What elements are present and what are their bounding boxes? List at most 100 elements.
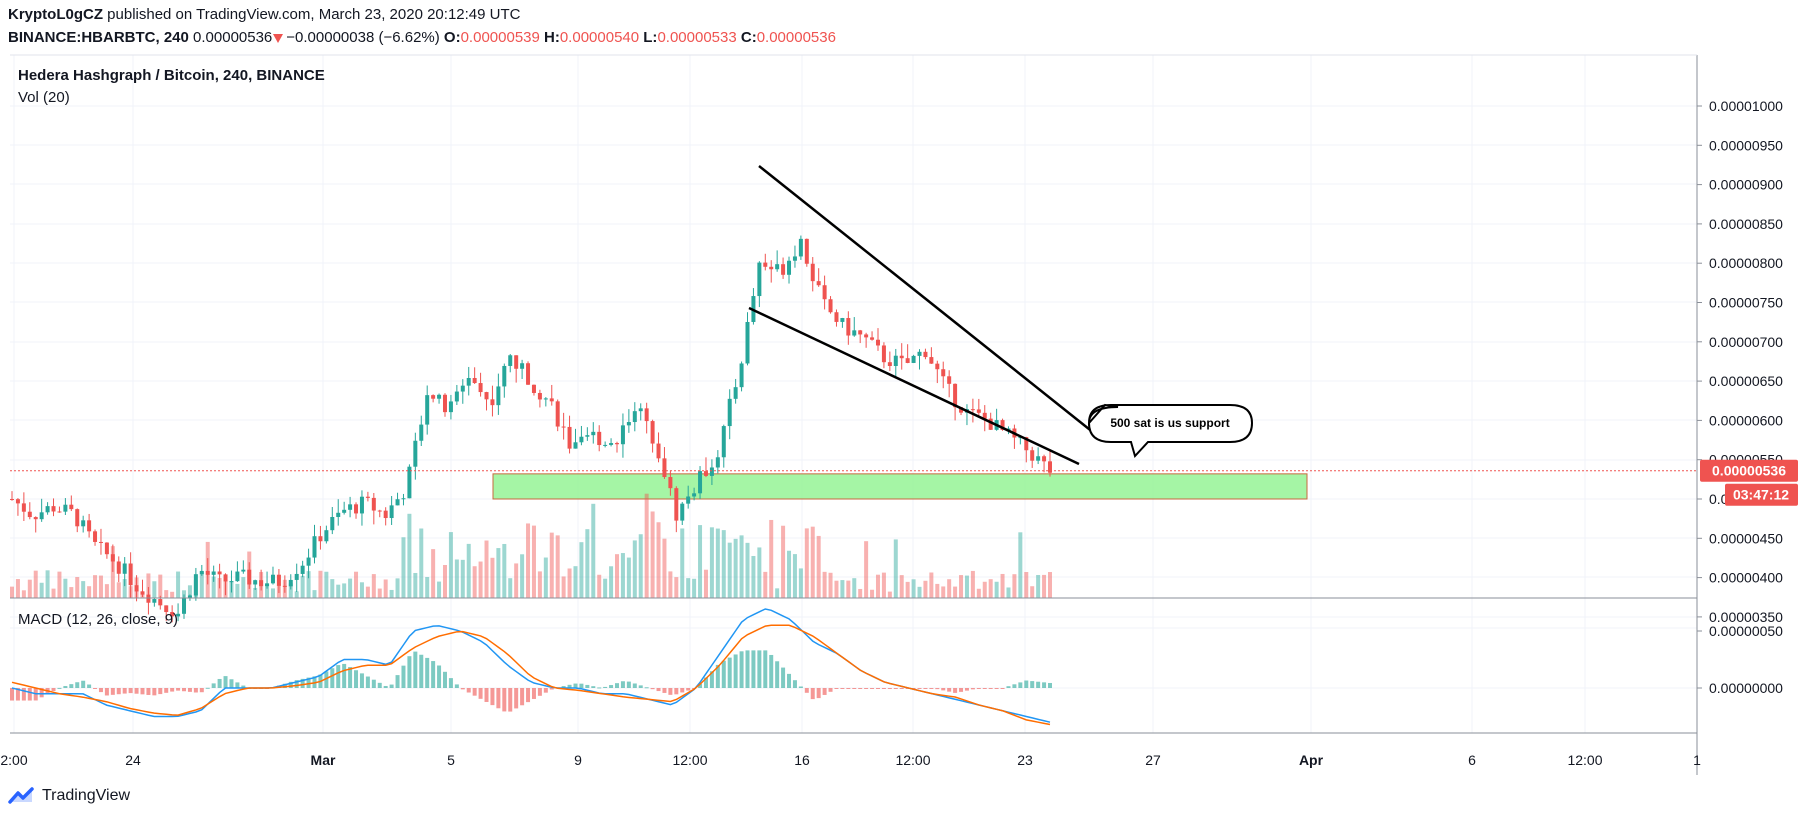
candle-body (448, 401, 453, 413)
candle-body (798, 238, 803, 257)
volume-bar (300, 575, 305, 598)
candle-body (431, 395, 436, 399)
macd-histogram-bar (626, 681, 631, 688)
macd-histogram-bar (840, 688, 845, 689)
macd-histogram-bar (69, 684, 74, 688)
candle-body (935, 363, 940, 370)
candle-body (419, 424, 424, 441)
price-axis-label: 0.00001000 (1709, 98, 1783, 114)
macd-histogram-bar (419, 654, 424, 688)
lower-trend-line (748, 306, 1080, 466)
candle-body (905, 358, 910, 363)
down-arrow-icon (273, 33, 284, 43)
macd-histogram-bar (757, 650, 762, 688)
candle-body (988, 418, 993, 430)
macd-histogram-bar (330, 668, 335, 688)
candle-body (15, 499, 20, 504)
macd-histogram-bar (964, 688, 969, 691)
candle-body (917, 351, 922, 356)
price-change: −0.00000038 (−6.62%) (286, 29, 440, 46)
volume-bar (389, 589, 394, 598)
candle-body (526, 363, 531, 385)
macd-histogram-bar (881, 688, 886, 689)
volume-bar (57, 571, 62, 598)
volume-bar (98, 575, 103, 598)
author-name[interactable]: KryptoL0gCZ (8, 6, 103, 23)
volume-bar (1012, 574, 1017, 598)
volume-bar (887, 591, 892, 598)
volume-bar (187, 585, 192, 598)
volume-bar (419, 528, 424, 598)
volume-bar (431, 549, 436, 598)
candle-body (822, 285, 827, 300)
volume-label: Vol (20) (18, 89, 70, 106)
volume-bar (1030, 586, 1035, 598)
candle-body (816, 281, 821, 286)
candle-body (650, 421, 655, 444)
macd-histogram-bar (170, 688, 175, 692)
volume-bar (953, 586, 958, 598)
tradingview-brand[interactable]: TradingView (8, 787, 130, 805)
candle-body (585, 435, 590, 437)
volume-bar (466, 543, 471, 598)
macd-histogram-bar (158, 688, 163, 695)
volume-bar (490, 557, 495, 598)
support-zone[interactable] (492, 473, 1308, 500)
macd-histogram-bar (994, 688, 999, 689)
macd-histogram-bar (395, 675, 400, 688)
macd-histogram-bar (858, 688, 863, 689)
macd-histogram-bar (437, 665, 442, 688)
volume-bar (698, 525, 703, 598)
candle-body (110, 554, 115, 562)
macd-histogram-bar (490, 688, 495, 706)
volume-bar (318, 570, 323, 598)
macd-histogram-bar (846, 688, 851, 689)
macd-histogram-bar (893, 688, 898, 689)
macd-histogram-bar (508, 688, 513, 712)
macd-histogram-bar (448, 678, 453, 688)
macd-histogram-bar (709, 671, 714, 688)
macd-histogram-bar (110, 688, 115, 695)
volume-bar (828, 572, 833, 598)
macd-axis-label: 0.00000050 (1709, 623, 1783, 639)
price-axis-label: 0.00000850 (1709, 216, 1783, 232)
macd-histogram-bar (199, 688, 204, 693)
candle-body (152, 599, 157, 603)
volume-bar (442, 565, 447, 598)
candle-body (146, 594, 151, 603)
time-axis-label: 5 (447, 752, 455, 768)
candle-body (727, 398, 732, 427)
macd-histogram-bar (852, 688, 857, 689)
volume-bar (270, 588, 275, 598)
candle-body (703, 471, 708, 476)
volume-bar (721, 530, 726, 598)
candle-body (828, 299, 833, 313)
candle-body (549, 398, 554, 402)
macd-histogram-bar (466, 688, 471, 693)
volume-bar (146, 573, 151, 598)
macd-histogram-bar (561, 686, 566, 688)
volume-bar (241, 577, 246, 598)
candle-body (775, 264, 780, 270)
price-axis-label: 0.00000450 (1709, 530, 1783, 546)
volume-bar (638, 534, 643, 598)
volume-bar (549, 532, 554, 598)
volume-bar (312, 590, 317, 598)
macd-histogram-bar (609, 685, 614, 688)
volume-bar (502, 543, 507, 598)
volume-bar (1000, 573, 1005, 598)
macd-histogram-bar (152, 688, 157, 696)
annotation-callout[interactable]: 500 sat is us support (1087, 404, 1254, 458)
volume-bar (751, 555, 756, 598)
trend-lines[interactable] (748, 165, 1105, 466)
candle-body (359, 496, 364, 514)
candle-body (632, 411, 637, 423)
volume-bar (822, 571, 827, 598)
volume-bar (674, 577, 679, 598)
candle-body (1042, 456, 1047, 462)
volume-bar (703, 569, 708, 598)
high-label: H: (544, 29, 560, 46)
candle-body (804, 238, 809, 264)
last-price: 0.00000536 (193, 29, 273, 46)
